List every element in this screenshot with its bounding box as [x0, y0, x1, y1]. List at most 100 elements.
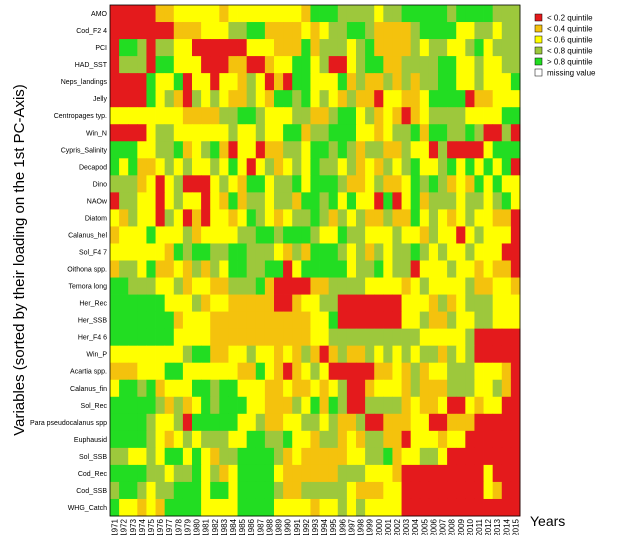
- heatmap-cell: [465, 328, 475, 347]
- heatmap-cell: [228, 277, 238, 295]
- heatmap-cell: [356, 107, 366, 125]
- heatmap-cell: [483, 464, 494, 483]
- heatmap-cell: [447, 294, 457, 312]
- heatmap-cell: [255, 209, 266, 227]
- heatmap-cell: [210, 311, 220, 330]
- heatmap-cell: [356, 311, 366, 330]
- heatmap-cell: [510, 277, 521, 295]
- heatmap-cell: [447, 328, 457, 347]
- heatmap-cell: [365, 226, 375, 244]
- heatmap-cell: [301, 107, 311, 125]
- heatmap-cell: [346, 5, 357, 23]
- heatmap-cell: [438, 226, 448, 244]
- heatmap-cell: [274, 430, 284, 449]
- heatmap-cell: [237, 311, 248, 330]
- heatmap-cell: [192, 294, 202, 312]
- heatmap-cell: [164, 379, 175, 398]
- heatmap-cell: [164, 56, 175, 74]
- heatmap-cell: [283, 447, 293, 466]
- heatmap-cell: [501, 73, 512, 91]
- heatmap-cell: [146, 396, 156, 415]
- heatmap-cell: [274, 413, 284, 432]
- heatmap-cell: [201, 447, 211, 466]
- heatmap-cell: [374, 107, 384, 125]
- heatmap-cell: [119, 158, 129, 176]
- heatmap-cell: [146, 22, 156, 40]
- heatmap-cell: [119, 464, 129, 483]
- year-tick-label: 1982: [211, 518, 220, 535]
- heatmap-cell: [210, 141, 220, 159]
- heatmap-cell: [428, 362, 439, 381]
- heatmap-cell: [328, 226, 339, 244]
- heatmap-cell: [392, 311, 402, 330]
- heatmap-cell: [173, 141, 184, 159]
- heatmap-cell: [192, 277, 202, 295]
- heatmap-cell: [374, 260, 384, 278]
- heatmap-cell: [192, 260, 202, 278]
- heatmap-cell: [173, 311, 184, 330]
- heatmap-cell: [483, 73, 494, 91]
- heatmap-cell: [164, 158, 175, 176]
- heatmap-cell: [337, 481, 348, 500]
- heatmap-cell: [128, 294, 138, 312]
- heatmap-cell: [146, 73, 156, 91]
- heatmap-cell: [456, 39, 466, 57]
- heatmap-cell: [392, 141, 402, 159]
- heatmap-cell: [410, 379, 421, 398]
- heatmap-cell: [219, 294, 229, 312]
- heatmap-cell: [356, 481, 366, 500]
- heatmap-cell: [501, 345, 512, 364]
- heatmap-cell: [237, 396, 248, 415]
- heatmap-cell: [192, 243, 202, 261]
- heatmap-cell: [310, 141, 320, 159]
- heatmap-cell: [337, 141, 348, 159]
- heatmap-cell: [328, 90, 339, 108]
- heatmap-cell: [501, 209, 512, 227]
- heatmap-cell: [328, 243, 339, 261]
- heatmap-cell: [392, 22, 402, 40]
- heatmap-cell: [428, 5, 439, 23]
- heatmap-cell: [292, 226, 302, 244]
- heatmap-cell: [474, 175, 484, 193]
- heatmap-cell: [319, 328, 330, 347]
- heatmap-cell: [228, 243, 238, 261]
- heatmap-cell: [292, 294, 302, 312]
- heatmap-cell: [310, 22, 320, 40]
- heatmap-cell: [110, 141, 120, 159]
- heatmap-cell: [110, 277, 120, 295]
- heatmap-cell: [210, 413, 220, 432]
- heatmap-cell: [465, 447, 475, 466]
- heatmap-cell: [365, 22, 375, 40]
- heatmap-cell: [274, 90, 284, 108]
- variable-label: NAOw: [87, 198, 108, 205]
- heatmap-cell: [201, 362, 211, 381]
- heatmap-cell: [456, 56, 466, 74]
- heatmap-cell: [319, 90, 330, 108]
- legend-swatch: [534, 57, 543, 66]
- heatmap-cell: [210, 175, 220, 193]
- heatmap-cell: [328, 345, 339, 364]
- heatmap-cell: [310, 430, 320, 449]
- heatmap-cell: [246, 90, 257, 108]
- heatmap-cell: [146, 277, 156, 295]
- heatmap-cell: [128, 158, 138, 176]
- heatmap-cell: [192, 464, 202, 483]
- heatmap-cell: [210, 243, 220, 261]
- heatmap-cell: [146, 158, 156, 176]
- heatmap-cell: [456, 73, 466, 91]
- heatmap-cell: [182, 430, 193, 449]
- heatmap-cell: [410, 73, 421, 91]
- heatmap-cell: [401, 56, 412, 74]
- heatmap-cell: [383, 22, 393, 40]
- heatmap-cell: [374, 141, 384, 159]
- heatmap-cell: [510, 22, 521, 40]
- heatmap-cell: [365, 107, 375, 125]
- heatmap-cell: [337, 362, 348, 381]
- heatmap-cell: [155, 5, 166, 23]
- heatmap-cell: [392, 209, 402, 227]
- heatmap-cell: [328, 396, 339, 415]
- heatmap-cell: [447, 481, 457, 500]
- heatmap-cell: [201, 5, 211, 23]
- heatmap-cell: [401, 107, 412, 125]
- heatmap-cell: [447, 124, 457, 142]
